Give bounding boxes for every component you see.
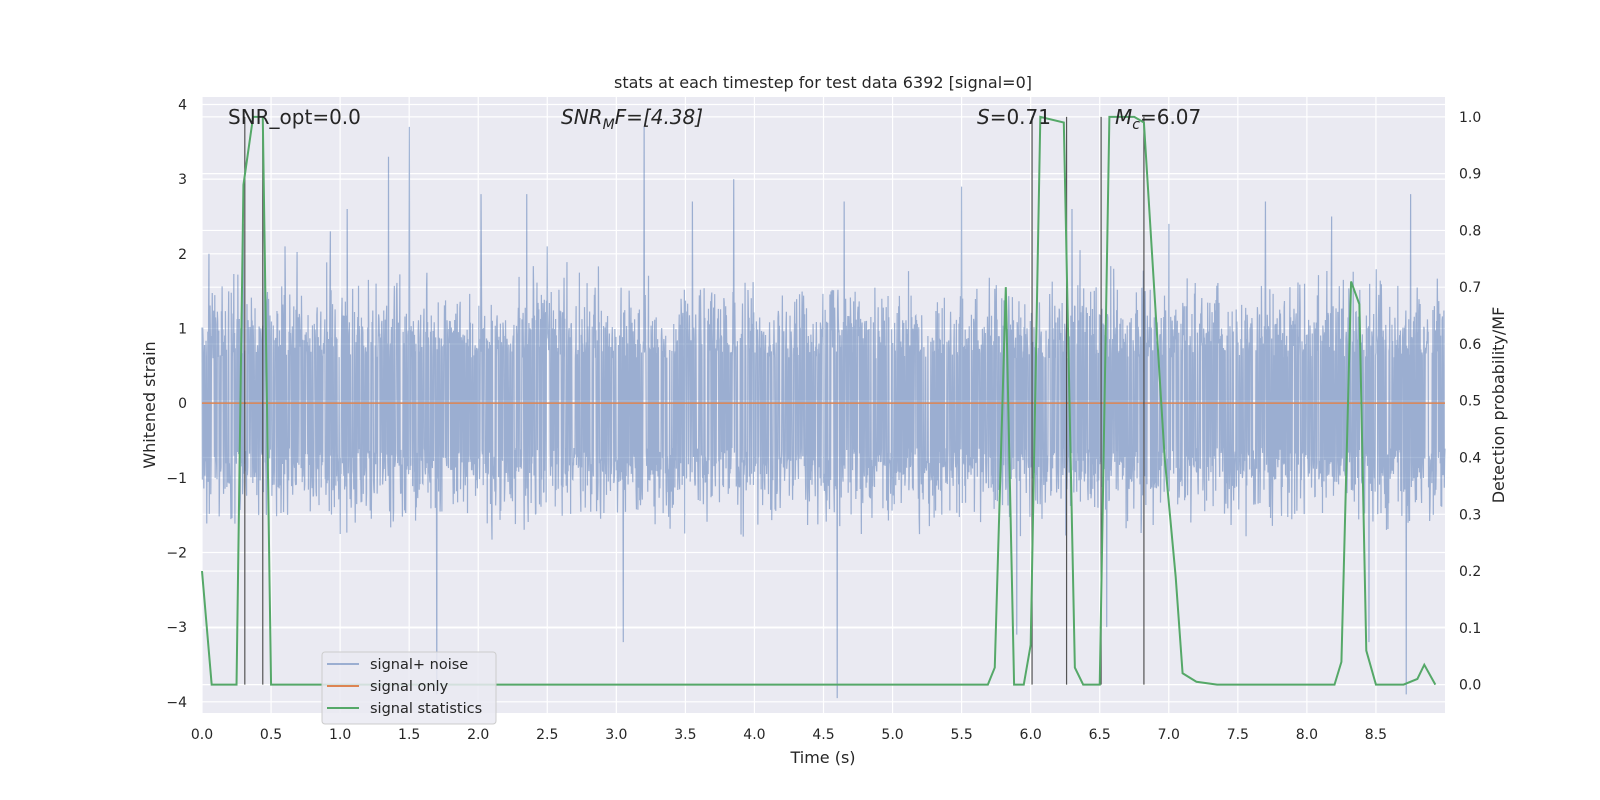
annotation-mc-label: M xyxy=(1115,105,1132,129)
series-signal-statistics xyxy=(201,115,1437,686)
legend-box xyxy=(321,651,497,725)
y-tick-label-left: 4 xyxy=(178,97,187,113)
x-tick-label: 7.5 xyxy=(1227,727,1249,743)
statistics-line xyxy=(201,115,1437,686)
annotation-snr-mf: SNRMF=[4.38] xyxy=(561,105,703,133)
x-tick-label: 8.0 xyxy=(1296,727,1318,743)
annotation-s: S=0.71 xyxy=(977,105,1051,129)
y-tick-label-left: 0 xyxy=(178,396,187,412)
y-tick-label-left: 2 xyxy=(178,247,187,263)
legend: signal+ noise signal only signal statist… xyxy=(321,651,497,725)
noise-trace xyxy=(201,126,1446,699)
x-tick-label: 2.0 xyxy=(467,727,489,743)
y-tick-label-right: 0.6 xyxy=(1459,337,1481,353)
x-tick-label: 5.5 xyxy=(950,727,972,743)
y-tick-label-right: 1.0 xyxy=(1459,110,1481,126)
y-tick-label-left: −1 xyxy=(166,471,187,487)
x-tick-label: 8.5 xyxy=(1365,727,1387,743)
annotation-mc: Mc=6.07 xyxy=(1115,105,1201,133)
annotation-s-label: S xyxy=(977,105,990,129)
y-tick-label-left: −4 xyxy=(166,695,187,711)
y-tick-label-left: −2 xyxy=(166,545,187,561)
chart-title: stats at each timestep for test data 639… xyxy=(614,73,1032,92)
y-tick-label-right: 0.3 xyxy=(1459,507,1481,523)
x-tick-label: 5.0 xyxy=(881,727,903,743)
x-tick-label: 4.0 xyxy=(743,727,765,743)
y-tick-label-right: 0.5 xyxy=(1459,394,1481,410)
y-tick-label-left: 1 xyxy=(178,321,187,337)
x-tick-label: 0.0 xyxy=(191,727,213,743)
x-tick-label: 6.0 xyxy=(1020,727,1042,743)
y-tick-label-left: 3 xyxy=(178,172,187,188)
annotation-mc-sub: c xyxy=(1132,117,1140,133)
x-tick-label: 6.5 xyxy=(1089,727,1111,743)
annotation-snr-mf-sub: M xyxy=(603,117,615,133)
x-tick-label: 4.5 xyxy=(812,727,834,743)
y-tick-label-right: 0.8 xyxy=(1459,223,1481,239)
y-tick-label-right: 0.2 xyxy=(1459,564,1481,580)
legend-label-signal-noise: signal+ noise xyxy=(370,657,468,673)
y-tick-label-right: 0.1 xyxy=(1459,621,1481,637)
annotation-snr-mf-rest: F=[4.38] xyxy=(615,105,703,129)
annotation-mc-value: =6.07 xyxy=(1140,105,1201,129)
legend-label-signal-statistics: signal statistics xyxy=(370,701,482,717)
annotation-snr-opt: SNR_opt=0.0 xyxy=(228,105,361,129)
x-tick-label: 0.5 xyxy=(260,727,282,743)
x-tick-label: 3.5 xyxy=(674,727,696,743)
legend-label-signal-only: signal only xyxy=(370,679,449,695)
y-tick-label-left: −3 xyxy=(166,620,187,636)
y-axis-label-left: Whitened strain xyxy=(140,341,159,468)
y-axis-label-right: Detection probability/MF xyxy=(1489,307,1508,504)
annotation-snr-mf-main: SNR xyxy=(561,105,603,129)
x-tick-label: 1.5 xyxy=(398,727,420,743)
x-tick-label: 2.5 xyxy=(536,727,558,743)
x-tick-label: 3.0 xyxy=(605,727,627,743)
y-tick-label-right: 0.0 xyxy=(1459,678,1481,694)
series-signal-noise xyxy=(201,126,1446,699)
x-axis-label: Time (s) xyxy=(789,748,855,767)
y-tick-label-right: 0.9 xyxy=(1459,167,1481,183)
y-tick-label-right: 0.7 xyxy=(1459,280,1481,296)
x-tick-label: 7.0 xyxy=(1158,727,1180,743)
x-tick-label: 1.0 xyxy=(329,727,351,743)
tick-labels: 0.0 0.5 1.0 1.5 2.0 2.5 3.0 3.5 4.0 4.5 5.0 5.5 6.0 6… xyxy=(166,97,1481,743)
annotation-s-value: =0.71 xyxy=(990,105,1051,129)
y-tick-label-right: 0.4 xyxy=(1459,451,1481,467)
